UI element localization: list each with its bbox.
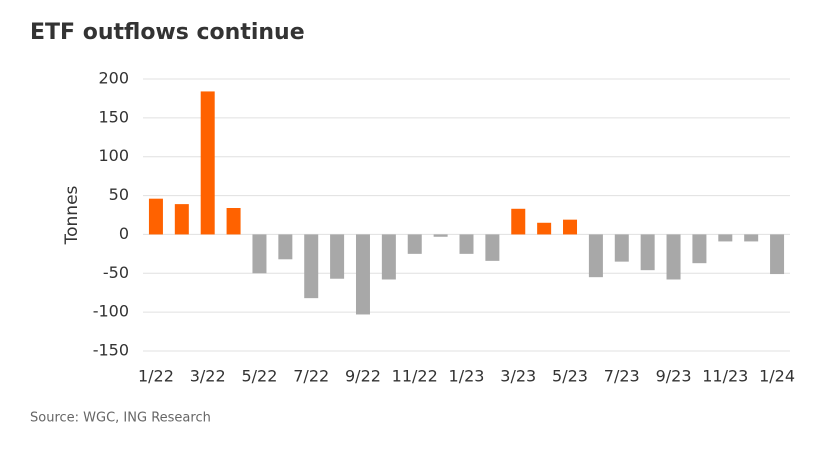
y-tick-label: -100 [93,302,129,321]
x-tick-label: 3/22 [190,367,226,386]
x-tick-label: 11/23 [702,367,748,386]
y-tick-label: -50 [103,263,129,282]
bar [537,222,552,235]
bar [278,234,293,260]
bar [433,234,448,237]
bar [588,234,603,278]
bar [692,234,707,264]
y-tick-label: 100 [98,146,129,165]
bar [718,234,733,242]
bar [459,234,474,254]
bar [226,208,241,235]
chart-title: ETF outflows continue [30,20,305,45]
bar [304,234,319,299]
bar [381,234,396,280]
x-tick-label: 1/23 [449,367,485,386]
bar [614,234,629,262]
x-tick-label: 5/22 [241,367,277,386]
bar [640,234,655,271]
bar [200,91,215,235]
y-tick-label: -150 [93,341,129,360]
x-tick-label: 9/23 [656,367,692,386]
bar [252,234,267,274]
bar [407,234,422,254]
bar [355,234,370,315]
bar [744,234,759,242]
x-tick-label: 1/24 [759,367,795,386]
source: Source: WGC, ING Research [30,411,211,426]
x-tick-label: 7/22 [293,367,329,386]
y-tick-label: 0 [119,224,129,243]
y-tick-label: 150 [98,107,129,126]
x-tick-label: 9/22 [345,367,381,386]
y-tick-label: 50 [109,185,129,204]
x-tick-label: 7/23 [604,367,640,386]
bar [666,234,681,280]
x-tick-label: 1/22 [138,367,174,386]
x-tick-label: 3/23 [500,367,536,386]
bar [563,219,578,235]
x-tick-label: 5/23 [552,367,588,386]
y-tick-label: 200 [98,69,129,88]
x-tick-label: 11/22 [392,367,438,386]
bar [485,234,500,261]
bar [511,208,526,235]
bar [174,204,189,235]
y-axis-label: Tonnes [62,185,82,245]
bar [770,234,785,275]
bar [330,234,345,279]
bar [148,198,163,235]
